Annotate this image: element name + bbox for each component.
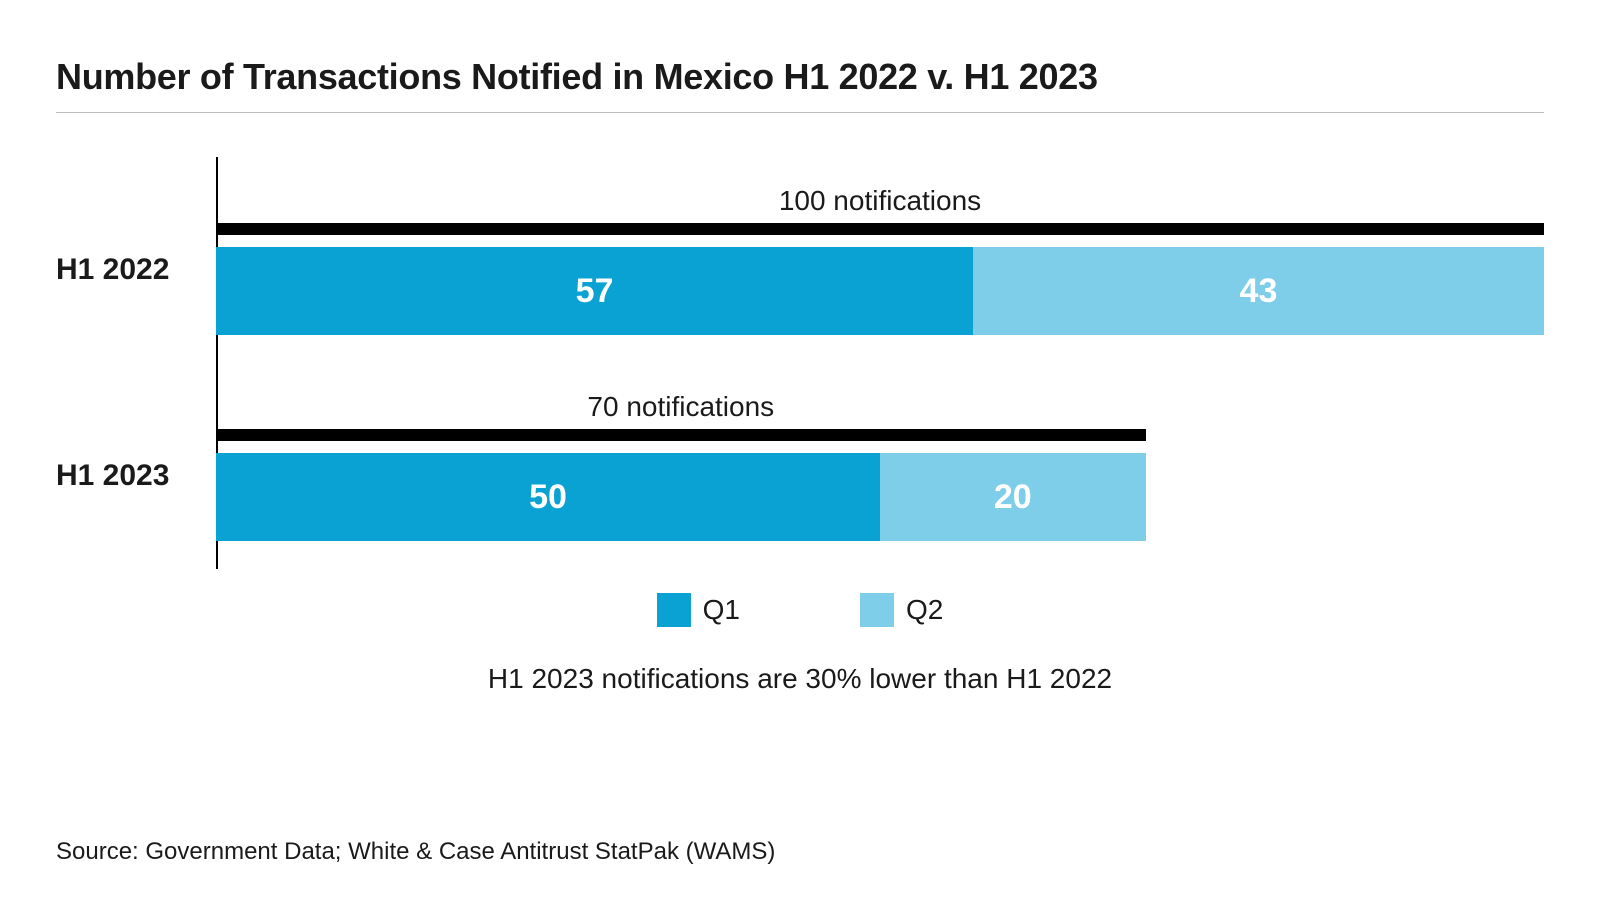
chart-area: H1 2022 100 notifications 5743 H1 2023 70 no… [56,157,1544,569]
legend-label: Q2 [906,594,943,626]
bar-segment: 20 [880,453,1146,541]
legend-label: Q1 [703,594,740,626]
total-label: 100 notifications [216,185,1544,217]
bar-row: H1 202370 notifications5020 [216,363,1544,569]
bar-segment: 57 [216,247,973,335]
legend-item: Q2 [860,593,943,627]
chart-title: Number of Transactions Notified in Mexic… [56,56,1544,98]
stacked-bar: 5743 [216,247,1544,335]
chart-caption: H1 2023 notifications are 30% lower than… [56,663,1544,695]
source-line: Source: Government Data; White & Case An… [56,838,775,866]
title-rule [56,112,1544,113]
bar-segment: 43 [973,247,1544,335]
stacked-bar: 5020 [216,453,1146,541]
legend-item: Q1 [657,593,740,627]
total-label: 70 notifications [216,391,1146,423]
bar-row: H1 2022100 notifications5743 [216,157,1544,363]
row-label: H1 2022 [56,253,196,287]
total-bar [216,223,1544,235]
bar-segment: 50 [216,453,880,541]
chart-page: Number of Transactions Notified in Mexic… [0,0,1600,910]
total-bar [216,429,1146,441]
legend: Q1 Q2 [56,593,1544,627]
legend-swatch [860,593,894,627]
legend-swatch [657,593,691,627]
row-label: H1 2023 [56,459,196,493]
